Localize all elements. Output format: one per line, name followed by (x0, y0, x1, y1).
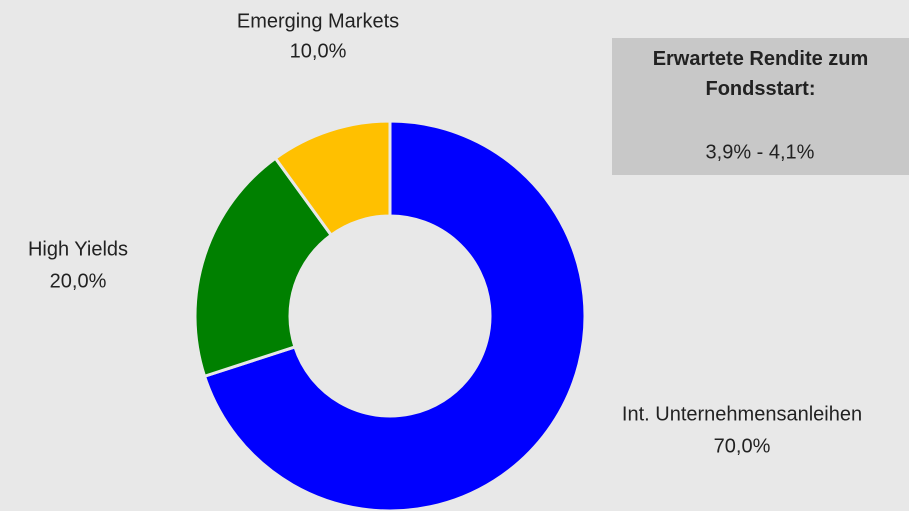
slice-value-label: 20,0% (50, 270, 107, 292)
donut-slice (273, 119, 392, 238)
slice-value-label: 70,0% (714, 435, 771, 457)
info-text: 3,9% - 4,1% (706, 141, 815, 163)
slice-label: High Yields (28, 238, 128, 260)
donut-slice (193, 156, 334, 379)
info-title: Erwartete Rendite zum Fondsstart: (652, 48, 869, 100)
info-box (612, 38, 909, 175)
slice-value-label: 10,0% (290, 40, 347, 62)
info-title-box: Erwartete Rendite zum Fondsstart: (652, 48, 869, 100)
slice-label: Int. Unternehmensanleihen (622, 403, 862, 425)
slice-label: Emerging Markets (237, 10, 399, 32)
donut-slice (202, 119, 587, 511)
